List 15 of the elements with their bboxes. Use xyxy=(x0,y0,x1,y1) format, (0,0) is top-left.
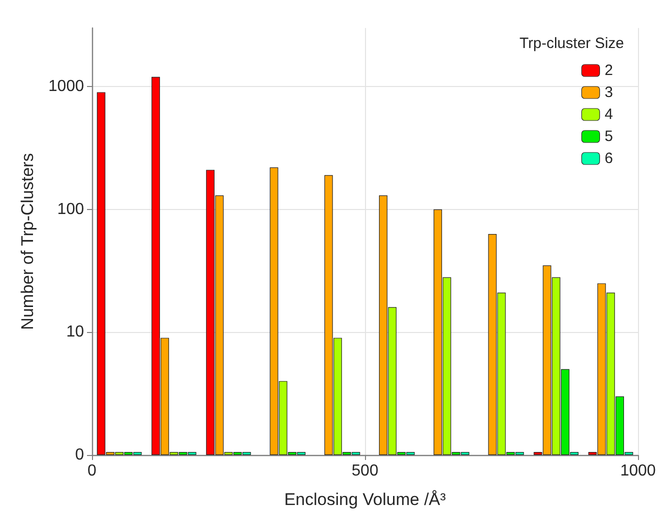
legend-label: 6 xyxy=(604,150,613,167)
y-tick-label: 0 xyxy=(75,446,84,464)
legend-label: 5 xyxy=(604,128,613,145)
x-tick-label: 0 xyxy=(88,462,97,480)
legend-title: Trp-cluster Size xyxy=(520,35,624,52)
legend-label: 2 xyxy=(604,62,613,79)
x-tick-label: 500 xyxy=(352,462,378,480)
y-tick-label: 100 xyxy=(57,200,84,218)
legend-label: 3 xyxy=(604,84,613,101)
y-tick-label: 10 xyxy=(66,324,84,341)
y-tick-label: 1000 xyxy=(48,78,84,96)
x-axis-title: Enclosing Volume /Å³ xyxy=(284,490,446,509)
legend-label: 4 xyxy=(604,106,613,123)
y-axis-title: Number of Trp-Clusters xyxy=(18,153,37,330)
x-tick-label: 1000 xyxy=(620,462,656,480)
